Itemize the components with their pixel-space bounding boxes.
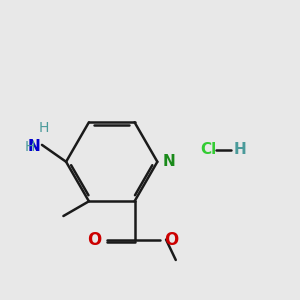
Text: N: N xyxy=(28,139,40,154)
Text: O: O xyxy=(87,231,101,249)
Text: H: H xyxy=(24,140,35,154)
Text: N: N xyxy=(163,154,176,169)
Text: O: O xyxy=(164,231,178,249)
Text: Cl: Cl xyxy=(200,142,216,158)
Text: H: H xyxy=(38,122,49,136)
Text: H: H xyxy=(234,142,247,158)
